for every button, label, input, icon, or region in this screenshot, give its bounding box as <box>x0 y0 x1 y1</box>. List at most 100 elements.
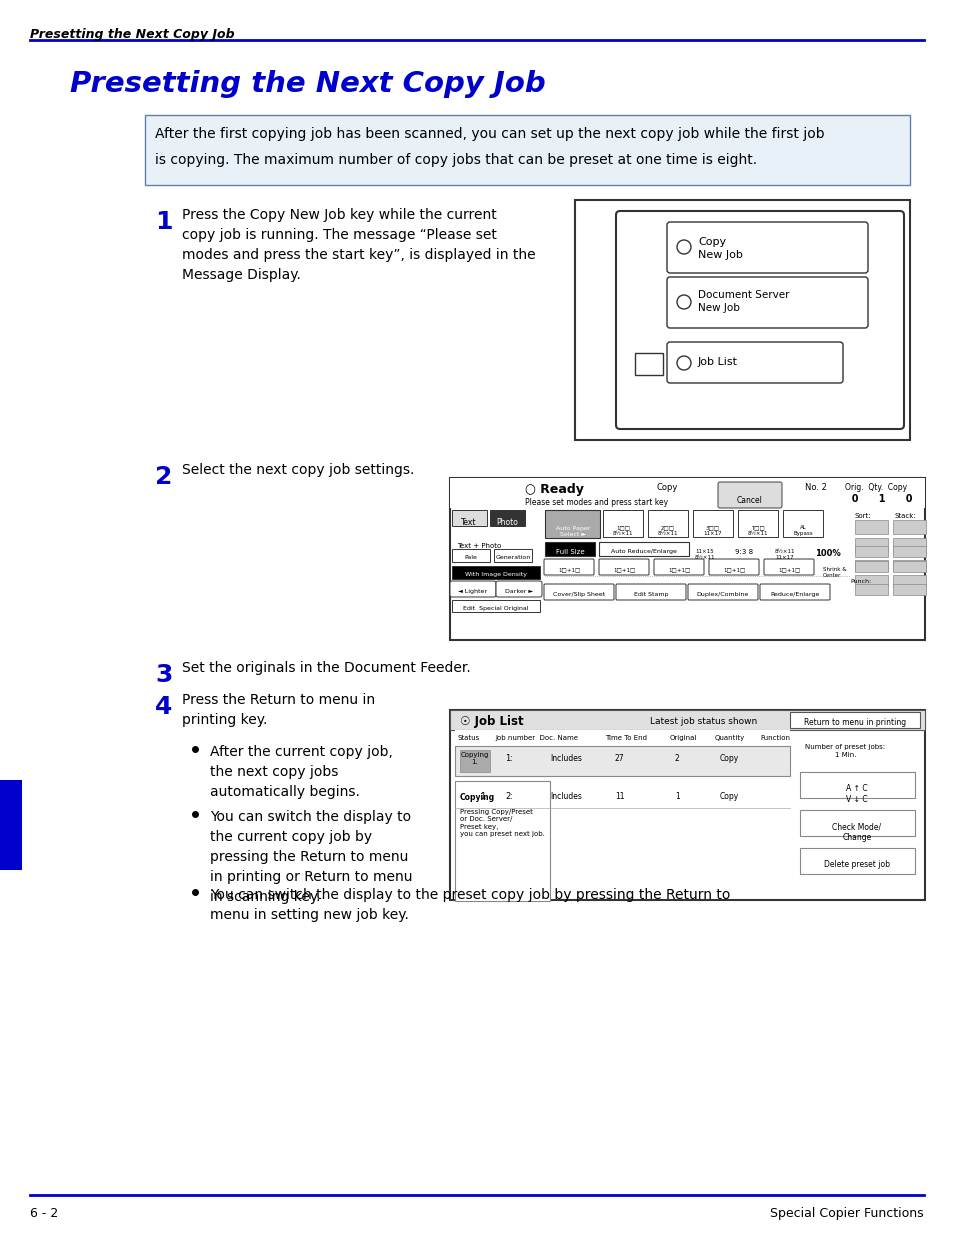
Text: Time To End: Time To End <box>604 735 646 741</box>
FancyBboxPatch shape <box>496 580 541 597</box>
Text: After the current copy job,
the next copy jobs
automatically begins.: After the current copy job, the next cop… <box>210 745 393 799</box>
FancyBboxPatch shape <box>543 584 614 600</box>
Text: 2□□
8½×11: 2□□ 8½×11 <box>657 525 678 536</box>
Text: Press the Copy New Job key while the current
copy job is running. The message “P: Press the Copy New Job key while the cur… <box>182 207 535 282</box>
FancyBboxPatch shape <box>616 211 903 429</box>
FancyBboxPatch shape <box>892 576 925 585</box>
Text: Original: Original <box>669 735 697 741</box>
Text: Edit  Special Original: Edit Special Original <box>463 606 528 611</box>
FancyBboxPatch shape <box>854 576 887 585</box>
FancyBboxPatch shape <box>800 772 914 798</box>
FancyBboxPatch shape <box>544 510 599 538</box>
FancyBboxPatch shape <box>452 600 539 613</box>
Text: Pressing Copy/Preset
or Doc. Server/
Preset key,
you can preset next job.: Pressing Copy/Preset or Doc. Server/ Pre… <box>459 809 544 837</box>
FancyBboxPatch shape <box>782 510 822 537</box>
Text: 11×15
8½×11: 11×15 8½×11 <box>695 550 715 559</box>
FancyBboxPatch shape <box>892 561 925 572</box>
FancyBboxPatch shape <box>459 750 490 772</box>
FancyBboxPatch shape <box>666 222 867 273</box>
FancyBboxPatch shape <box>602 510 642 537</box>
FancyBboxPatch shape <box>494 550 532 562</box>
Text: Copy: Copy <box>720 792 739 802</box>
Text: Cancel: Cancel <box>737 496 762 505</box>
Text: Check Mode/
Change: Check Mode/ Change <box>832 823 881 842</box>
FancyBboxPatch shape <box>0 781 22 869</box>
Text: Special Copier Functions: Special Copier Functions <box>770 1207 923 1220</box>
FancyBboxPatch shape <box>892 559 925 571</box>
Text: After the first copying job has been scanned, you can set up the next copy job w: After the first copying job has been sca… <box>154 127 823 141</box>
Text: Orig.  Qty.  Copy: Orig. Qty. Copy <box>844 483 906 492</box>
Text: You can switch the display to
the current copy job by
pressing the Return to men: You can switch the display to the curren… <box>210 810 412 904</box>
FancyBboxPatch shape <box>854 546 887 557</box>
Text: Press the Return to menu in
printing key.: Press the Return to menu in printing key… <box>182 693 375 727</box>
Text: Full Size: Full Size <box>555 550 583 555</box>
Text: 0      1      0: 0 1 0 <box>844 494 911 504</box>
Text: 2: 2 <box>154 466 172 489</box>
FancyBboxPatch shape <box>452 550 490 562</box>
FancyBboxPatch shape <box>616 584 685 600</box>
FancyBboxPatch shape <box>718 482 781 508</box>
FancyBboxPatch shape <box>800 848 914 874</box>
Text: Auto Reduce/Enlarge: Auto Reduce/Enlarge <box>611 550 677 555</box>
FancyBboxPatch shape <box>687 584 758 600</box>
Text: 1: 1 <box>479 792 485 802</box>
FancyBboxPatch shape <box>450 478 924 640</box>
FancyBboxPatch shape <box>692 510 732 537</box>
Text: Duplex/Combine: Duplex/Combine <box>696 592 748 597</box>
FancyBboxPatch shape <box>800 810 914 836</box>
FancyBboxPatch shape <box>763 559 813 576</box>
FancyBboxPatch shape <box>455 730 789 746</box>
FancyBboxPatch shape <box>892 584 925 595</box>
Text: Stack:: Stack: <box>894 513 916 519</box>
FancyBboxPatch shape <box>854 559 887 571</box>
Text: Auto Paper
Select ►: Auto Paper Select ► <box>556 526 590 537</box>
Text: 27: 27 <box>615 755 624 763</box>
Text: 1□+1□: 1□+1□ <box>722 567 744 572</box>
Text: 1□+1□: 1□+1□ <box>558 567 579 572</box>
Text: is copying. The maximum number of copy jobs that can be preset at one time is ei: is copying. The maximum number of copy j… <box>154 153 757 167</box>
FancyBboxPatch shape <box>892 546 925 557</box>
Text: Text + Photo: Text + Photo <box>456 543 500 550</box>
Text: 6 - 2: 6 - 2 <box>30 1207 58 1220</box>
Text: Copy: Copy <box>720 755 739 763</box>
Text: A ↑ C
V ↓ C: A ↑ C V ↓ C <box>845 784 867 804</box>
FancyBboxPatch shape <box>654 559 703 576</box>
Text: Generation: Generation <box>495 555 530 559</box>
Text: Punch:: Punch: <box>849 579 870 584</box>
FancyBboxPatch shape <box>145 115 909 185</box>
Text: Text: Text <box>460 517 476 527</box>
Text: Copying
1.: Copying 1. <box>460 752 489 764</box>
Text: AL
Bypass: AL Bypass <box>792 525 812 536</box>
Text: Copy
New Job: Copy New Job <box>698 237 742 261</box>
Text: ☉ Job List: ☉ Job List <box>459 715 523 727</box>
FancyBboxPatch shape <box>708 559 759 576</box>
FancyBboxPatch shape <box>450 478 924 508</box>
Text: Function: Function <box>760 735 789 741</box>
FancyBboxPatch shape <box>789 713 919 727</box>
FancyBboxPatch shape <box>854 584 887 595</box>
Text: Number of preset jobs:: Number of preset jobs: <box>804 743 884 750</box>
Text: Presetting the Next Copy Job: Presetting the Next Copy Job <box>30 28 234 41</box>
FancyBboxPatch shape <box>452 510 486 526</box>
Text: Please set modes and press start key: Please set modes and press start key <box>524 498 667 508</box>
Text: Cover/Slip Sheet: Cover/Slip Sheet <box>553 592 604 597</box>
Text: 1□+1□: 1□+1□ <box>667 567 689 572</box>
Text: Select the next copy job settings.: Select the next copy job settings. <box>182 463 414 477</box>
Text: Darker ►: Darker ► <box>504 589 533 594</box>
FancyBboxPatch shape <box>455 781 550 902</box>
Text: Copy: Copy <box>657 483 678 492</box>
FancyBboxPatch shape <box>647 510 687 537</box>
FancyBboxPatch shape <box>738 510 778 537</box>
Text: 1:: 1: <box>504 755 513 763</box>
Text: Includes: Includes <box>550 792 581 802</box>
Text: ○ Ready: ○ Ready <box>524 483 583 496</box>
Text: Return to menu in printing: Return to menu in printing <box>803 718 905 727</box>
FancyBboxPatch shape <box>854 538 887 552</box>
Text: You can switch the display to the preset copy job by pressing the Return to
menu: You can switch the display to the preset… <box>210 888 730 923</box>
Text: 11: 11 <box>615 792 624 802</box>
Text: With Image Density: With Image Density <box>464 572 526 577</box>
FancyBboxPatch shape <box>892 520 925 534</box>
Text: 1 Min.: 1 Min. <box>834 752 856 758</box>
FancyBboxPatch shape <box>450 710 924 900</box>
Text: 1□+1□: 1□+1□ <box>777 567 800 572</box>
